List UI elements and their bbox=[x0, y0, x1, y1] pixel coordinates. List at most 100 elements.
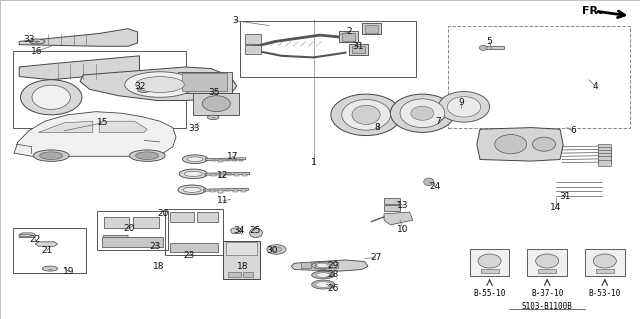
Ellipse shape bbox=[479, 45, 487, 50]
Bar bbox=[598, 144, 611, 150]
Text: 5: 5 bbox=[487, 37, 492, 46]
Bar bbox=[20, 234, 30, 236]
Bar bbox=[223, 241, 260, 279]
Ellipse shape bbox=[271, 247, 282, 252]
Ellipse shape bbox=[202, 96, 230, 112]
Polygon shape bbox=[35, 242, 58, 246]
Text: 12: 12 bbox=[217, 171, 228, 180]
Ellipse shape bbox=[125, 72, 195, 97]
Bar bbox=[598, 160, 611, 166]
Ellipse shape bbox=[342, 100, 390, 130]
Bar bbox=[384, 205, 400, 211]
Ellipse shape bbox=[411, 106, 434, 120]
Ellipse shape bbox=[316, 273, 330, 277]
Bar bbox=[315, 262, 325, 268]
Bar bbox=[349, 44, 368, 55]
Text: 13: 13 bbox=[397, 201, 409, 210]
Polygon shape bbox=[230, 228, 242, 234]
Text: 18: 18 bbox=[153, 262, 164, 271]
Text: 16: 16 bbox=[31, 47, 43, 56]
Bar bbox=[193, 93, 239, 115]
Bar bbox=[352, 46, 365, 53]
Bar bbox=[384, 198, 400, 204]
Bar bbox=[178, 72, 232, 93]
Bar bbox=[97, 211, 168, 250]
Text: 6: 6 bbox=[570, 126, 575, 135]
Text: 29: 29 bbox=[328, 261, 339, 270]
Text: 33: 33 bbox=[188, 124, 200, 133]
Bar bbox=[218, 190, 223, 193]
Bar bbox=[234, 174, 239, 176]
Bar bbox=[328, 262, 338, 268]
Text: 18: 18 bbox=[237, 262, 249, 271]
Polygon shape bbox=[19, 233, 35, 238]
Bar bbox=[342, 33, 355, 41]
Text: 4: 4 bbox=[593, 82, 598, 91]
Text: 20: 20 bbox=[157, 209, 169, 218]
Polygon shape bbox=[477, 128, 563, 161]
Bar bbox=[165, 209, 223, 255]
Polygon shape bbox=[205, 172, 250, 175]
Ellipse shape bbox=[179, 169, 207, 179]
Ellipse shape bbox=[40, 152, 63, 160]
Bar bbox=[240, 21, 416, 77]
Text: B-37-10: B-37-10 bbox=[531, 289, 563, 298]
Text: 27: 27 bbox=[370, 253, 381, 262]
Text: 23: 23 bbox=[149, 242, 161, 251]
Ellipse shape bbox=[312, 271, 335, 279]
Bar bbox=[527, 249, 567, 276]
Text: 21: 21 bbox=[41, 246, 52, 255]
Bar bbox=[598, 153, 611, 160]
Ellipse shape bbox=[424, 178, 434, 186]
Ellipse shape bbox=[447, 97, 481, 117]
Text: 23: 23 bbox=[183, 251, 195, 260]
Ellipse shape bbox=[42, 266, 58, 271]
Polygon shape bbox=[80, 67, 237, 100]
Ellipse shape bbox=[536, 254, 559, 268]
Ellipse shape bbox=[138, 87, 150, 93]
Bar bbox=[211, 160, 216, 161]
Text: 31: 31 bbox=[353, 42, 364, 51]
Text: 32: 32 bbox=[134, 82, 145, 91]
Polygon shape bbox=[19, 29, 138, 46]
Bar bbox=[598, 156, 611, 163]
Ellipse shape bbox=[20, 80, 82, 115]
Bar bbox=[197, 212, 218, 222]
Bar bbox=[102, 237, 163, 247]
Ellipse shape bbox=[312, 280, 335, 289]
Bar bbox=[339, 31, 358, 42]
Bar bbox=[242, 174, 247, 176]
Ellipse shape bbox=[312, 262, 335, 269]
Text: 22: 22 bbox=[29, 235, 41, 244]
Bar bbox=[170, 212, 194, 222]
Bar bbox=[245, 34, 261, 44]
Ellipse shape bbox=[207, 115, 219, 120]
Text: 33: 33 bbox=[23, 35, 35, 44]
Ellipse shape bbox=[182, 155, 208, 164]
Polygon shape bbox=[384, 212, 413, 225]
Ellipse shape bbox=[390, 94, 454, 132]
Ellipse shape bbox=[495, 135, 527, 154]
Ellipse shape bbox=[331, 94, 401, 136]
Bar bbox=[538, 269, 556, 273]
Bar bbox=[211, 174, 216, 176]
Ellipse shape bbox=[267, 245, 286, 254]
Text: 9: 9 bbox=[458, 98, 463, 107]
Text: 8: 8 bbox=[375, 123, 380, 132]
Ellipse shape bbox=[136, 77, 184, 93]
Polygon shape bbox=[205, 158, 246, 160]
Text: 35: 35 bbox=[209, 88, 220, 97]
Text: 34: 34 bbox=[233, 226, 244, 235]
Bar bbox=[133, 217, 159, 228]
Bar bbox=[104, 217, 129, 228]
Bar bbox=[241, 190, 246, 192]
Bar bbox=[596, 269, 614, 273]
Ellipse shape bbox=[400, 99, 445, 128]
Ellipse shape bbox=[352, 105, 380, 124]
Bar bbox=[301, 262, 311, 268]
Ellipse shape bbox=[250, 228, 262, 238]
Bar bbox=[232, 160, 237, 161]
Bar bbox=[170, 243, 218, 252]
Ellipse shape bbox=[532, 137, 556, 151]
Ellipse shape bbox=[29, 39, 45, 44]
